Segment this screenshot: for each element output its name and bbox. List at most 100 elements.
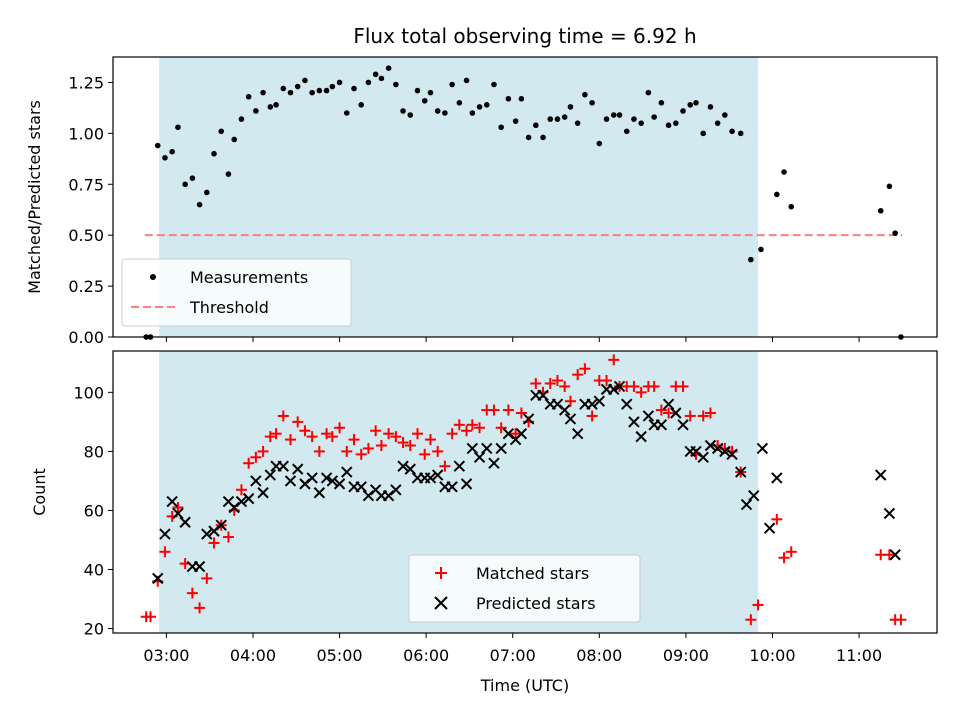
measurements-point — [758, 246, 764, 253]
matched-stars-point — [515, 407, 527, 419]
predicted-stars-point — [159, 528, 171, 540]
predicted-stars-point — [355, 481, 367, 493]
predicted-stars-point — [453, 460, 466, 472]
measurements-point — [211, 150, 217, 157]
predicted-stars-point — [889, 549, 901, 561]
top-legend: Measurements Threshold — [121, 258, 352, 327]
matched-stars-point — [785, 546, 797, 558]
predicted-stars-point — [558, 404, 571, 416]
measurements-point — [427, 89, 434, 96]
measurements-point — [616, 112, 623, 118]
predicted-stars-point — [257, 487, 269, 499]
chart-title: Flux total observing time = 6.92 h — [353, 24, 696, 48]
matched-stars-point — [608, 354, 620, 366]
predicted-stars-point — [166, 495, 178, 508]
predicted-stars-point — [883, 507, 896, 520]
measurements-point — [589, 100, 595, 106]
matched-stars-point — [419, 448, 431, 460]
predicted-stars-point — [284, 475, 297, 487]
predicted-stars-point — [320, 472, 333, 484]
predicted-stars-point — [488, 457, 500, 469]
matched-stars-point — [564, 395, 576, 407]
matched-stars-point — [306, 431, 318, 443]
measurements-point — [351, 85, 357, 92]
predicted-stars-point — [571, 427, 584, 440]
predicted-stars-point — [763, 522, 776, 534]
bottom-panel: 20 40 60 80 100 03:00 04:00 05:00 06:00 07:00 08:0… — [30, 350, 938, 695]
measurements-point — [638, 120, 644, 126]
measurements-point — [204, 189, 210, 196]
measurements-point — [476, 104, 483, 110]
bottom-y-axis-label: Count — [30, 468, 49, 516]
measurements-point — [582, 91, 588, 98]
matched-stars-point — [284, 434, 296, 446]
predicted-stars-point — [655, 419, 668, 431]
matched-stars-point — [201, 572, 213, 584]
predicted-stars-point — [697, 451, 709, 464]
matched-stars-point — [446, 428, 458, 440]
predicted-stars-point — [460, 478, 473, 490]
matched-stars-point — [586, 410, 598, 422]
matched-stars-point — [194, 602, 206, 614]
predicted-stars-point — [771, 472, 783, 484]
predicted-stars-point — [670, 407, 682, 419]
predicted-stars-point — [446, 481, 458, 493]
matched-stars-point — [655, 404, 667, 416]
matched-stars-point — [745, 614, 757, 626]
measurements-point — [260, 89, 266, 96]
predicted-stars-point — [404, 463, 416, 475]
matched-stars-point — [243, 457, 255, 469]
measurements-point — [309, 89, 315, 96]
legend-measurements-marker — [150, 274, 156, 280]
matched-stars-point — [579, 363, 591, 375]
matched-stars-point — [466, 419, 478, 431]
matched-stars-point — [334, 422, 346, 434]
top-y-axis-label: Matched/Predicted stars — [25, 100, 44, 294]
y-tick-label: 0.25 — [68, 277, 104, 296]
x-axis-label: Time (UTC) — [480, 676, 569, 695]
matched-stars-point — [375, 439, 387, 451]
predicted-stars-point — [313, 487, 326, 499]
matched-stars-point — [383, 428, 395, 440]
x-tick-label: 06:00 — [403, 646, 449, 665]
measurements-point — [518, 95, 525, 102]
top-panel: Flux total observing time = 6.92 h 0.00 0… — [25, 24, 938, 347]
matched-stars-point — [390, 431, 402, 443]
matched-stars-point — [495, 422, 507, 434]
predicted-stars-point — [740, 498, 753, 511]
matched-stars-point — [530, 377, 542, 389]
matched-stars-point — [771, 513, 783, 525]
measurements-point — [483, 102, 490, 108]
measurements-point — [287, 89, 294, 96]
matched-stars-point — [663, 407, 675, 419]
x-tick-label: 07:00 — [490, 646, 536, 665]
x-tick-label: 05:00 — [317, 646, 363, 665]
x-tick-label: 10:00 — [749, 646, 795, 665]
measurements-point — [329, 83, 336, 90]
measurements-point — [574, 120, 581, 126]
predicted-stars-point — [215, 519, 227, 531]
predicted-stars-point — [333, 478, 346, 490]
matched-stars-point — [488, 404, 500, 416]
measurements-point — [218, 128, 225, 135]
predicted-stars-point — [277, 460, 289, 472]
measurements-point — [245, 93, 252, 100]
predicted-stars-point — [193, 560, 206, 573]
y-tick-label: 0.50 — [68, 226, 104, 245]
x-tick-label: 03:00 — [143, 646, 189, 665]
measurements-point — [774, 191, 780, 198]
measurements-point — [729, 128, 735, 135]
matched-stars-point — [341, 445, 353, 457]
predicted-stars-point — [250, 475, 262, 487]
measurements-point — [512, 118, 519, 124]
measurements-point — [673, 120, 679, 126]
x-tick-label: 09:00 — [663, 646, 709, 665]
matched-stars-point — [355, 448, 367, 460]
measurements-point — [540, 134, 546, 141]
measurements-point — [175, 124, 181, 131]
y-tick-label: 40 — [84, 561, 104, 580]
measurements-point — [463, 77, 470, 84]
matched-stars-point — [704, 407, 716, 419]
matched-stars-point — [544, 377, 556, 389]
measurements-point — [693, 100, 699, 106]
